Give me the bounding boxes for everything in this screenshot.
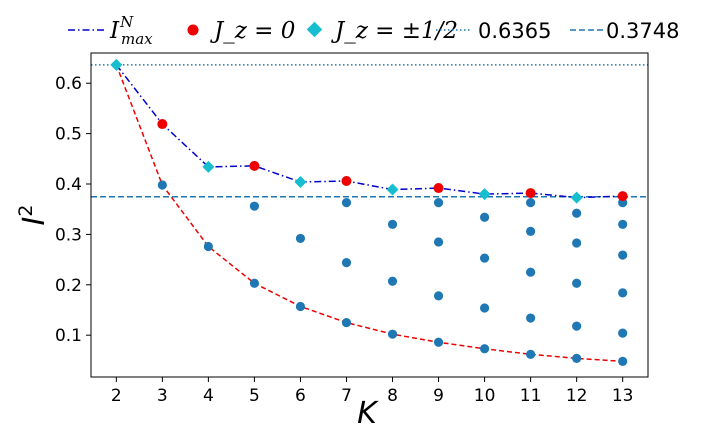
data-point-dot — [618, 328, 628, 338]
y-tick-label: 0.6 — [55, 74, 82, 94]
data-point-dot — [479, 253, 490, 263]
legend-imax-sub: max — [121, 30, 153, 48]
data-point-dot — [618, 288, 628, 298]
data-point-jz0 — [341, 175, 352, 186]
data-point-dot — [479, 303, 490, 313]
data-point-dot — [433, 237, 444, 247]
x-tick-label: 10 — [474, 386, 496, 406]
data-point-dot — [572, 353, 582, 363]
data-point-dot — [526, 226, 536, 236]
data-point-dot — [572, 238, 582, 248]
data-point-dot — [526, 267, 536, 277]
data-point-jzhalf — [202, 160, 215, 173]
data-point-dot — [526, 198, 536, 208]
data-point-jz0 — [433, 183, 444, 194]
legend-swatch-jzhalf — [306, 21, 323, 38]
data-point-dot — [433, 337, 444, 347]
data-point-jzhalf — [478, 188, 491, 201]
data-point-dot — [295, 301, 306, 312]
data-point-dot — [572, 278, 582, 288]
data-point-dot — [249, 278, 260, 288]
y-axis: 0.1 0.2 0.3 0.4 0.5 0.6 — [55, 74, 91, 346]
data-point-dot — [341, 198, 352, 208]
data-point-dot — [387, 329, 398, 339]
x-tick-label: 11 — [520, 386, 542, 406]
y-axis-label-sup: 2 — [15, 205, 37, 217]
data-point-dot — [479, 212, 490, 222]
data-point-dot — [526, 349, 536, 359]
x-tick-label: 9 — [433, 386, 444, 406]
y-axis-label: I2 — [15, 205, 52, 226]
legend-item-jzhalf: J_z = ±1/2 — [306, 18, 458, 44]
data-point-dot — [249, 201, 260, 211]
x-tick-label: 2 — [111, 386, 122, 406]
x-tick-label: 4 — [203, 386, 214, 406]
legend-item-h2: 0.3748 — [570, 19, 679, 43]
data-point-jz0 — [525, 188, 536, 199]
legend-label-imax: IN max — [109, 13, 153, 48]
data-point-dot — [572, 208, 582, 218]
legend-swatch-jz0 — [187, 24, 199, 36]
legend-label-h1: 0.6365 — [478, 19, 551, 43]
data-point-dot — [526, 313, 536, 323]
series-lower-line — [115, 64, 623, 363]
y-tick-label: 0.4 — [55, 175, 82, 195]
axes-frame — [90, 52, 649, 378]
data-point-dot — [341, 317, 352, 328]
data-point-dot — [203, 241, 213, 252]
y-axis-label-base: I — [17, 216, 52, 225]
data-point-dot — [618, 356, 628, 366]
x-axis-label: K — [357, 396, 379, 431]
plot-area — [91, 58, 648, 366]
x-tick-label: 13 — [612, 386, 634, 406]
legend-label-h2: 0.3748 — [606, 19, 679, 43]
legend-label-jzhalf: J_z = ±1/2 — [331, 18, 458, 44]
data-point-jz0 — [617, 191, 628, 202]
legend-item-h1: 0.6365 — [436, 19, 551, 43]
y-tick-label: 0.5 — [55, 125, 82, 145]
data-point-dot — [295, 233, 306, 244]
data-point-jzhalf — [294, 175, 307, 188]
data-point-dot — [479, 344, 490, 354]
data-point-dot — [341, 258, 352, 268]
data-point-dot — [433, 291, 444, 301]
y-tick-label: 0.1 — [55, 326, 82, 346]
data-point-dot — [572, 321, 582, 331]
data-point-jzhalf — [386, 183, 399, 196]
x-tick-label: 7 — [341, 386, 352, 406]
y-tick-label: 0.2 — [55, 276, 82, 296]
data-point-dot — [618, 219, 628, 229]
data-point-jz0 — [157, 119, 168, 130]
data-point-jzhalf — [110, 58, 123, 71]
data-point-dot — [433, 198, 444, 208]
legend: IN max J_z = 0 J_z = ±1/2 0.6365 0.3748 — [68, 13, 679, 48]
data-point-jz0 — [249, 160, 260, 171]
legend-item-jz0: J_z = 0 — [187, 18, 295, 44]
legend-imax-sup: N — [119, 13, 134, 31]
legend-item-imax: IN max — [68, 13, 153, 48]
x-axis: 2 3 4 5 6 7 8 9 10 11 12 13 — [111, 377, 634, 406]
x-tick-label: 5 — [249, 386, 260, 406]
y-tick-label: 0.3 — [55, 225, 82, 245]
data-point-dot — [157, 180, 167, 190]
x-tick-label: 6 — [295, 386, 306, 406]
legend-label-jz0: J_z = 0 — [210, 18, 295, 44]
x-tick-label: 3 — [157, 386, 168, 406]
series-imax-line — [115, 64, 623, 199]
data-point-dot — [618, 250, 628, 260]
data-point-jzhalf — [570, 191, 583, 204]
x-tick-label: 8 — [387, 386, 398, 406]
data-point-dot — [387, 219, 398, 229]
x-tick-label: 12 — [566, 386, 588, 406]
data-point-dot — [387, 276, 398, 286]
legend-imax-base: I — [109, 18, 120, 44]
